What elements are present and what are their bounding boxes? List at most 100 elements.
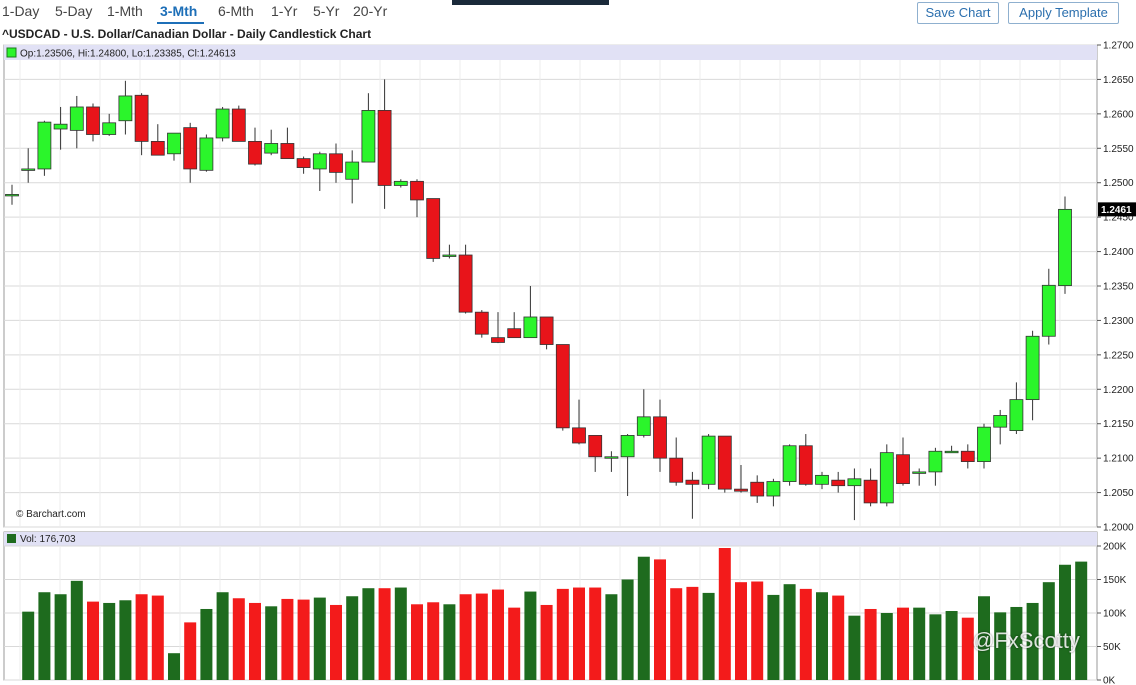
volume-bar (654, 559, 666, 680)
candle (701, 434, 716, 490)
candle-body (1041, 284, 1056, 337)
price-tick-label: 1.2050 (1103, 488, 1134, 499)
candle-body (150, 140, 165, 156)
volume-bar (751, 581, 764, 680)
candle-body (588, 435, 603, 458)
candle-body (734, 488, 748, 492)
candle-body (879, 452, 894, 504)
volume-bar (978, 596, 990, 680)
volume-bar (281, 598, 294, 680)
ohlc-legend: Op:1.23506, Hi:1.24800, Lo:1.23385, Cl:1… (20, 49, 236, 60)
volume-bar (1010, 606, 1023, 680)
candle-body (37, 121, 52, 170)
volume-bar (929, 614, 942, 680)
volume-bar (265, 606, 278, 680)
price-panel[interactable]: 1.2000 1.2050 1.2100 1.2150 1.2200 1.2250 1.23… (3, 41, 1136, 534)
candle (798, 434, 813, 486)
volume-bar (459, 594, 472, 680)
candle (977, 423, 991, 469)
candle-body (53, 123, 68, 130)
candle (766, 478, 781, 507)
watermark-text: @FxScotty (972, 628, 1080, 653)
attribution: © Barchart.com (16, 509, 86, 520)
volume-bar (313, 597, 326, 680)
candle (37, 120, 52, 176)
range-tab-5-day[interactable]: 5-Day (55, 3, 93, 19)
candle-body (701, 435, 716, 485)
candle (669, 437, 684, 486)
candle-body (474, 311, 489, 335)
candle (863, 468, 878, 507)
candle (636, 389, 651, 438)
range-tab-5-yr[interactable]: 5-Yr (313, 3, 340, 19)
candle-body (1058, 208, 1072, 286)
candle-body (669, 457, 684, 483)
volume-tick-label: 50K (1103, 642, 1121, 653)
volume-bar (232, 598, 245, 680)
volume-bar (735, 582, 747, 680)
volume-bar (394, 587, 407, 680)
volume-bar (1059, 564, 1071, 680)
price-tick-label: 1.2500 (1103, 178, 1134, 189)
candle-body (491, 337, 505, 343)
candle-body (944, 450, 959, 454)
candle-body (1009, 399, 1024, 432)
candle (393, 179, 408, 188)
candle (750, 475, 765, 503)
range-tab-1-yr[interactable]: 1-Yr (271, 3, 298, 19)
candle (960, 444, 975, 469)
candle-body (361, 110, 376, 163)
price-tick-label: 1.2150 (1103, 419, 1134, 430)
range-tab-20-yr[interactable]: 20-Yr (353, 3, 388, 19)
candle (879, 444, 894, 507)
candle-body (118, 95, 133, 122)
candle (86, 103, 100, 142)
candle-body (312, 153, 327, 170)
candle-body (798, 445, 813, 485)
save-chart-button[interactable]: Save Chart (917, 2, 999, 24)
candle (588, 435, 603, 472)
candle-body (86, 106, 100, 135)
range-tab-1-day[interactable]: 1-Day (2, 3, 40, 19)
candle-body (248, 140, 262, 165)
candle (653, 399, 667, 472)
volume-bar (70, 580, 83, 680)
volume-bar (897, 607, 909, 680)
candle-body (199, 137, 214, 171)
volume-bar (427, 602, 440, 680)
apply-template-button[interactable]: Apply Template (1008, 2, 1119, 24)
volume-bar (200, 608, 213, 680)
candle (523, 286, 538, 339)
volume-bar (702, 592, 715, 680)
volume-bar (216, 592, 229, 680)
volume-bar (524, 591, 537, 680)
volume-bar (670, 588, 683, 680)
volume-legend-band (4, 532, 1097, 546)
candle (410, 179, 424, 218)
candle (264, 129, 279, 156)
candle-body (183, 127, 198, 170)
candle-body (21, 168, 36, 171)
range-tab-6-mth[interactable]: 6-Mth (218, 3, 254, 19)
volume-bar (492, 589, 504, 680)
candle-body (896, 454, 910, 485)
volume-panel[interactable]: Vol: 176,703 0K 50K 100K 150K 200K (3, 531, 1127, 685)
candle-body (863, 479, 878, 504)
volume-tick-label: 100K (1103, 609, 1127, 620)
volume-bar (718, 548, 731, 680)
candle (507, 312, 522, 339)
candle-body (167, 132, 181, 155)
volume-bar (443, 604, 456, 680)
candle-body (685, 479, 700, 485)
volume-bar (783, 584, 796, 680)
price-tick-label: 1.2300 (1103, 316, 1134, 327)
price-tick-label: 1.2100 (1103, 454, 1134, 465)
candle (474, 310, 489, 338)
candle (134, 93, 149, 156)
candle (248, 127, 262, 166)
price-tick-label: 1.2350 (1103, 282, 1134, 293)
range-tab-3-mth[interactable]: 3-Mth (160, 3, 198, 19)
candle (361, 93, 376, 163)
range-tab-1-mth[interactable]: 1-Mth (107, 3, 143, 19)
